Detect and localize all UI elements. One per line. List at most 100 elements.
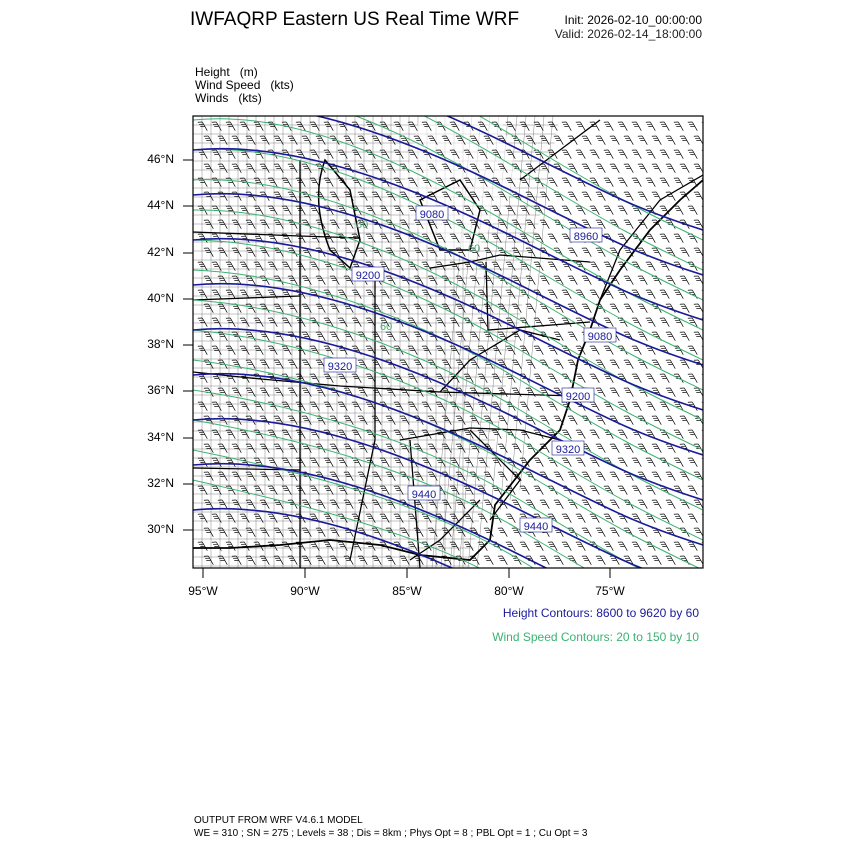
footer-config: WE = 310 ; SN = 275 ; Levels = 38 ; Dis … (194, 828, 588, 839)
wind-barb (595, 219, 606, 229)
wind-barb (659, 401, 670, 411)
wind-barb (687, 485, 698, 495)
wind-barb (239, 317, 250, 327)
wind-barb (477, 373, 488, 383)
wind-barb (421, 457, 432, 467)
wind-barb (393, 261, 404, 271)
wind-barb (533, 233, 544, 243)
wind-barb (197, 289, 208, 299)
wind-barb (399, 443, 410, 453)
wind-barb (315, 219, 326, 229)
wind-barb (477, 345, 488, 355)
wind-barb (637, 275, 648, 285)
wind-barb (449, 345, 460, 355)
wind-barb (575, 149, 586, 159)
wind-barb (309, 457, 320, 467)
wind-barb (273, 415, 284, 425)
wind-barb (357, 247, 368, 257)
wind-barb (609, 275, 620, 285)
wind-barb (267, 541, 278, 551)
wind-barb (337, 457, 348, 467)
wind-barb (385, 527, 396, 537)
wind-barb (505, 121, 516, 131)
wind-barb (399, 331, 410, 341)
height-contour (193, 237, 703, 411)
wind-barb (385, 387, 396, 397)
wind-barb (659, 149, 670, 159)
wind-barb (267, 457, 278, 467)
wind-barb (351, 429, 362, 439)
wind-barb (609, 359, 620, 369)
wind-barb (427, 415, 438, 425)
wind-barb (645, 401, 656, 411)
wind-barb (595, 415, 606, 425)
wind-barb (295, 149, 306, 159)
wind-barb (708, 358, 717, 370)
wind-barb (539, 163, 550, 173)
valid-time: Valid: 2026-02-14_18:00:00 (554, 27, 702, 41)
wind-barb (561, 429, 572, 439)
wind-barb (329, 527, 340, 537)
wind-barb (533, 457, 544, 467)
wind-barb (385, 555, 396, 565)
wind-barb (393, 401, 404, 411)
wind-barb (519, 205, 530, 215)
wind-barb (197, 457, 208, 467)
wind-barb (589, 205, 600, 215)
wind-barb (225, 513, 236, 523)
wind-barb (421, 289, 432, 299)
wind-barb (581, 163, 592, 173)
wind-barb (273, 555, 284, 565)
wind-barb (603, 401, 614, 411)
wind-barb (547, 289, 558, 299)
wind-speed-contour (193, 179, 703, 391)
wind-barb (455, 247, 466, 257)
wind-barb (245, 471, 256, 481)
wind-barb (315, 555, 326, 565)
wind-speed-contour (478, 116, 703, 241)
wind-barb (533, 121, 544, 131)
wind-barb (225, 485, 236, 495)
wind-barb (483, 555, 494, 565)
wind-barb (631, 345, 642, 355)
wind-barb (245, 555, 256, 565)
wind-barb (407, 149, 418, 159)
wind-barb (631, 485, 642, 495)
wind-barb (379, 429, 390, 439)
wind-barb (343, 443, 354, 453)
wind-barb (407, 401, 418, 411)
wind-barb (491, 261, 502, 271)
wind-barb (357, 499, 368, 509)
wind-barb (309, 373, 320, 383)
wind-barb (371, 499, 382, 509)
wind-barb (253, 205, 264, 215)
wind-speed-contour (193, 329, 703, 541)
wind-barb (589, 373, 600, 383)
wind-barb (553, 191, 564, 201)
height-contour-label: 9440 (412, 489, 436, 501)
wind-barb (617, 177, 628, 187)
wind-barb (617, 457, 628, 467)
wind-barb (203, 359, 214, 369)
wind-barb (253, 541, 264, 551)
wind-barb (323, 233, 334, 243)
wind-barb (413, 471, 424, 481)
lat-label: 42°N (147, 245, 174, 259)
wind-barb (315, 527, 326, 537)
wind-speed-contours (193, 116, 703, 568)
wind-barb (651, 499, 662, 509)
wind-barb (665, 191, 676, 201)
wind-barb (631, 149, 642, 159)
wind-barb (337, 429, 348, 439)
wind-barb (371, 191, 382, 201)
wind-barb (673, 541, 684, 551)
wind-barb (427, 443, 438, 453)
wind-barb (581, 275, 592, 285)
wind-barb (617, 401, 628, 411)
wind-barb (421, 345, 432, 355)
wind-barb (393, 149, 404, 159)
wind-barb (483, 303, 494, 313)
wind-barb (309, 121, 320, 131)
wind-barb (575, 205, 586, 215)
wind-barb (225, 177, 236, 187)
